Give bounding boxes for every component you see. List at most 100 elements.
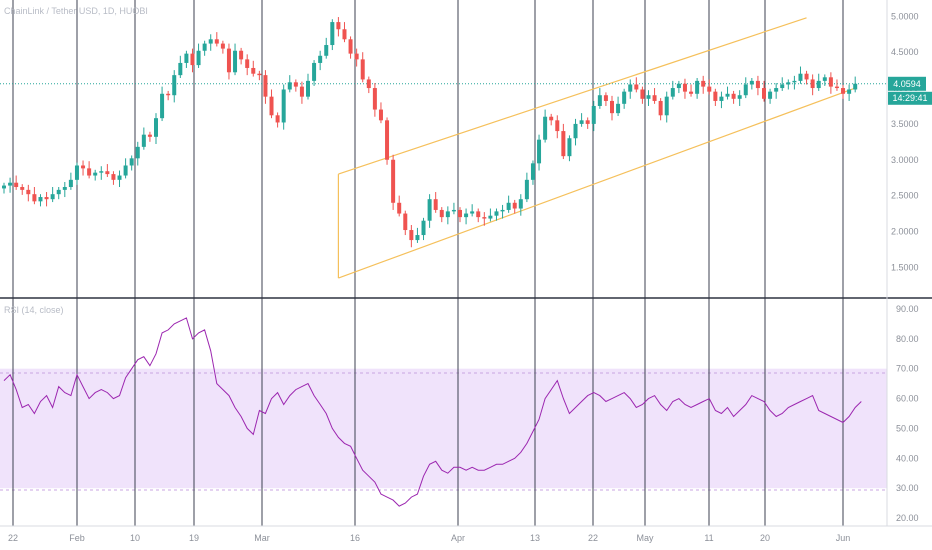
candle-down xyxy=(366,79,371,89)
candle-down xyxy=(603,95,608,101)
price-tick-label: 4.5000 xyxy=(891,47,919,57)
candle-down xyxy=(762,88,766,99)
candle-up xyxy=(172,75,177,96)
candle-down xyxy=(555,120,560,132)
candle-up xyxy=(494,211,499,216)
candle-up xyxy=(780,84,785,89)
candle-down xyxy=(239,50,244,60)
candle-up xyxy=(567,138,572,157)
rsi-tick-label: 50.00 xyxy=(896,423,919,433)
candlestick-series xyxy=(2,17,858,248)
candle-down xyxy=(391,159,396,203)
candle-down xyxy=(707,86,712,92)
candle-up xyxy=(56,189,61,195)
price-tick-label: 2.5000 xyxy=(891,191,919,201)
candle-down xyxy=(342,29,347,40)
candle-up xyxy=(233,50,238,73)
candle-down xyxy=(214,39,219,44)
last-price-badge: 4.0594 14:29:41 xyxy=(888,76,932,105)
candle-down xyxy=(299,86,304,97)
price-tick-label: 5.0000 xyxy=(891,11,919,21)
candle-up xyxy=(719,96,724,101)
candle-up xyxy=(68,179,73,188)
candle-up xyxy=(822,77,827,81)
candle-up xyxy=(792,80,797,83)
price-tick-label: 3.5000 xyxy=(891,119,919,129)
rsi-tick-label: 30.00 xyxy=(896,483,919,493)
candle-up xyxy=(281,89,286,123)
x-tick-label: 13 xyxy=(530,533,540,543)
candle-up xyxy=(616,103,621,114)
candle-down xyxy=(731,93,736,99)
candle-up xyxy=(202,43,207,51)
candle-down xyxy=(257,73,262,76)
candle-up xyxy=(99,171,104,173)
rsi-line xyxy=(3,317,862,507)
candle-up xyxy=(749,80,754,85)
candle-up xyxy=(530,163,535,180)
candle-down xyxy=(14,182,19,188)
candle-down xyxy=(245,59,250,68)
x-tick-label: 16 xyxy=(350,533,360,543)
time-axis[interactable]: 22 Feb 10 19 Mar 16 Apr 13 22 May 11 20 Jun xyxy=(8,533,850,543)
candle-up xyxy=(421,220,426,236)
candle-down xyxy=(190,53,195,66)
candle-down xyxy=(111,174,116,180)
candle-up xyxy=(847,89,852,94)
candle-up xyxy=(415,235,420,241)
candle-up xyxy=(117,175,122,180)
candle-down xyxy=(81,165,86,169)
x-tick-label: Apr xyxy=(451,533,465,543)
candle-up xyxy=(670,88,675,97)
candle-up xyxy=(725,93,730,97)
candle-down xyxy=(658,100,663,116)
candle-down xyxy=(828,77,833,87)
candle-up xyxy=(287,82,292,90)
candle-up xyxy=(524,179,529,200)
candle-down xyxy=(755,80,760,89)
candle-down xyxy=(263,75,268,97)
candle-up xyxy=(676,83,681,89)
candle-up xyxy=(646,95,651,99)
candle-down xyxy=(652,95,657,101)
candle-up xyxy=(208,39,213,44)
x-tick-label: 20 xyxy=(760,533,770,543)
candle-down xyxy=(476,211,481,218)
x-tick-label: 10 xyxy=(130,533,140,543)
candle-up xyxy=(591,105,596,124)
candle-up xyxy=(743,84,748,96)
candle-down xyxy=(433,199,438,210)
candle-up xyxy=(816,80,821,89)
candle-down xyxy=(682,83,687,92)
candle-up xyxy=(488,215,493,219)
candle-down xyxy=(360,59,365,80)
candle-up xyxy=(50,194,55,200)
x-tick-label: Mar xyxy=(254,533,270,543)
candle-down xyxy=(585,120,590,124)
candle-up xyxy=(196,50,201,66)
candle-up xyxy=(8,182,13,186)
x-tick-label: 11 xyxy=(704,533,713,543)
candle-up xyxy=(74,165,79,180)
candle-up xyxy=(537,139,542,164)
candle-up xyxy=(579,120,584,124)
price-channel[interactable] xyxy=(337,17,856,279)
symbol-title[interactable]: ChainLink / Tether USD, 1D, HUOBI xyxy=(4,6,148,16)
candle-up xyxy=(312,62,317,81)
candle-down xyxy=(354,53,359,60)
candle-up xyxy=(129,158,134,166)
candle-up xyxy=(324,45,329,56)
rsi-tick-label: 70.00 xyxy=(896,364,919,374)
rsi-axis[interactable]: 20.00 30.00 40.00 50.00 60.00 70.00 80.00 90.00 xyxy=(896,304,919,523)
last-price-label: 4.0594 xyxy=(893,79,921,89)
candle-down xyxy=(87,168,92,176)
price-axis[interactable]: 1.50002.00002.50003.00003.50004.00004.50… xyxy=(891,11,919,272)
candle-down xyxy=(841,88,846,94)
rsi-title[interactable]: RSI (14, close) xyxy=(4,305,64,315)
x-tick-label: 19 xyxy=(189,533,199,543)
rsi-tick-label: 40.00 xyxy=(896,453,919,463)
candle-up xyxy=(306,80,310,97)
x-tick-label: Jun xyxy=(836,533,851,543)
candle-down xyxy=(348,39,353,54)
